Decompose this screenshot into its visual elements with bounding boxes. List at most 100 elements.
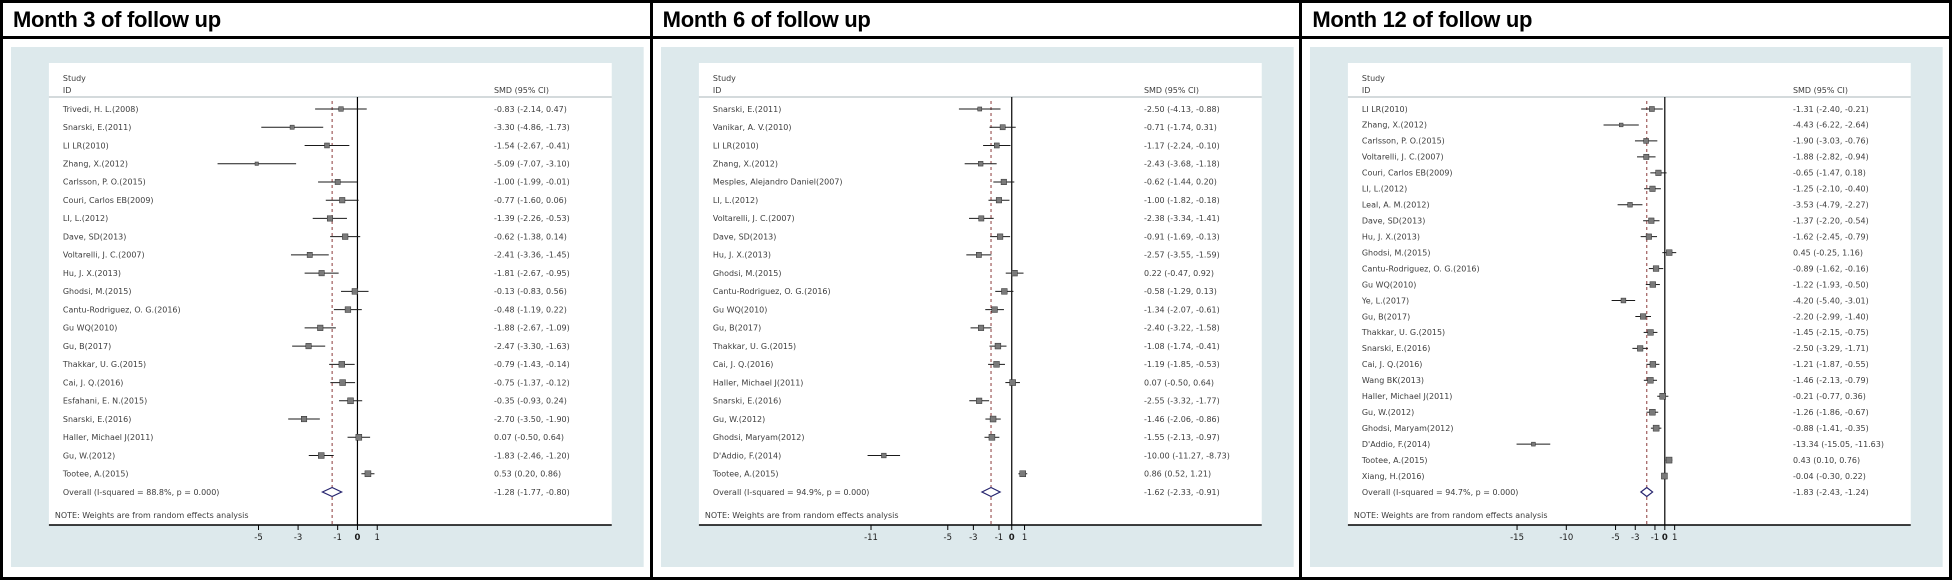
smd-value: -0.48 (-1.19, 0.22) <box>494 305 567 314</box>
x-axis-tick-label: -3 <box>969 533 977 543</box>
panel-plot-month-6: Study ID SMD (95% CI) Snarski, E.(2011) -2.5… <box>653 39 1300 577</box>
study-label: Vanikar, A. V.(2010) <box>713 123 792 132</box>
plot-card <box>698 63 1262 525</box>
column-header-study: Study <box>1362 74 1385 83</box>
smd-value: -0.13 (-0.83, 0.56) <box>494 287 567 296</box>
effect-marker <box>995 197 1002 204</box>
study-label: Dave, SD(2013) <box>713 232 776 241</box>
study-label: Snarski, E.(2016) <box>1362 344 1430 353</box>
x-axis-tick-label: -10 <box>1560 533 1574 543</box>
smd-value: -1.21 (-1.87, -0.55) <box>1793 360 1869 369</box>
study-label: Carlsson, P. O.(2015) <box>1362 137 1445 146</box>
smd-value: -2.55 (-3.32, -1.77) <box>1144 397 1220 406</box>
effect-marker <box>305 343 312 350</box>
plot-card <box>48 63 612 525</box>
overall-smd-value: -1.62 (-2.33, -0.91) <box>1144 488 1220 497</box>
study-label: Couri, Carlos EB(2009) <box>63 196 154 205</box>
study-label: Carlsson, P. O.(2015) <box>63 178 146 187</box>
effect-marker <box>975 397 982 404</box>
study-label: Cai, J. Q.(2016) <box>1362 360 1423 369</box>
study-label: Leal, A. M.(2012) <box>1362 201 1430 210</box>
smd-value: -1.00 (-1.82, -0.18) <box>1144 196 1220 205</box>
study-label: Ghodsi, M.(2015) <box>713 269 782 278</box>
study-label: Dave, SD(2013) <box>63 232 126 241</box>
note-text: NOTE: Weights are from random effects an… <box>55 511 249 520</box>
effect-marker <box>1649 106 1656 112</box>
effect-marker <box>989 415 996 423</box>
smd-value: -1.54 (-2.67, -0.41) <box>494 141 570 150</box>
study-label: Cantu-Rodriguez, O. G.(2016) <box>1362 264 1480 273</box>
study-label: Cai, J. Q.(2016) <box>63 378 124 387</box>
smd-value: -4.43 (-6.22, -2.64) <box>1793 121 1869 130</box>
x-axis-tick-label: -3 <box>1631 533 1639 543</box>
x-axis-tick-label: -1 <box>333 533 341 543</box>
study-label: Gu, W.(2012) <box>713 415 765 424</box>
smd-value: -1.46 (-2.06, -0.86) <box>1144 415 1220 424</box>
study-label: Couri, Carlos EB(2009) <box>1362 169 1453 178</box>
effect-marker <box>338 361 345 368</box>
x-axis-tick-label: 1 <box>1672 533 1677 543</box>
column-header-smd: SMD (95% CI) <box>494 86 549 95</box>
overall-label: Overall (I-squared = 94.7%, p = 0.000) <box>1362 488 1519 497</box>
smd-value: -0.77 (-1.60, 0.06) <box>494 196 567 205</box>
study-label: Thakkar, U. G.(2015) <box>62 360 146 369</box>
study-label: Hu, J. X.(2013) <box>63 269 121 278</box>
effect-marker <box>334 179 341 185</box>
study-label: Zhang, X.(2012) <box>63 160 128 169</box>
effect-marker <box>1640 313 1647 320</box>
column-header-study: Study <box>63 74 86 83</box>
panel-title-month-12: Month 12 of follow up <box>1302 3 1950 39</box>
panel-title-month-6: Month 6 of follow up <box>652 3 1300 39</box>
smd-value: -2.38 (-3.34, -1.41) <box>1144 214 1220 223</box>
study-label: Voltarelli, J. C.(2007) <box>63 251 145 260</box>
effect-marker <box>1619 122 1624 128</box>
smd-value: 0.07 (-0.50, 0.64) <box>1144 378 1214 387</box>
x-axis-tick-label: 0 <box>1662 533 1668 543</box>
effect-marker <box>317 324 324 331</box>
x-axis-tick-label: -1 <box>994 533 1002 543</box>
smd-value: -1.17 (-2.24, -0.10) <box>1144 141 1220 150</box>
smd-value: -0.71 (-1.74, 0.31) <box>1144 123 1217 132</box>
smd-value: -1.34 (-2.07, -0.61) <box>1144 305 1220 314</box>
study-label: LI LR(2010) <box>713 141 759 150</box>
x-axis-tick-label: -1 <box>1651 533 1659 543</box>
study-label: Gu, W.(2012) <box>63 451 115 460</box>
effect-marker <box>344 306 352 313</box>
smd-value: -1.90 (-3.03, -0.76) <box>1793 137 1869 146</box>
effect-marker <box>1531 441 1536 447</box>
effect-marker <box>1009 379 1016 386</box>
effect-marker <box>1000 288 1008 295</box>
smd-value: -2.40 (-3.22, -1.58) <box>1144 324 1220 333</box>
overall-smd-value: -1.28 (-1.77, -0.80) <box>494 488 570 497</box>
x-axis-tick-label: -3 <box>294 533 302 543</box>
study-label: Haller, Michael J(2011) <box>713 378 804 387</box>
effect-marker <box>1647 329 1654 336</box>
effect-marker <box>977 161 983 167</box>
smd-value: -10.00 (-11.27, -8.73) <box>1144 451 1230 460</box>
study-label: Haller, Michael J(2011) <box>63 433 154 442</box>
column-header-id: ID <box>713 86 722 95</box>
note-text: NOTE: Weights are from random effects an… <box>1354 511 1548 520</box>
effect-marker <box>351 288 358 295</box>
effect-marker <box>1653 265 1660 272</box>
effect-marker <box>254 161 259 166</box>
smd-value: -1.37 (-2.20, -0.54) <box>1793 217 1869 226</box>
forest-plot-svg-month-12: Study ID SMD (95% CI) LI LR(2010) -1.31 (-2.… <box>1310 47 1944 567</box>
smd-value: -0.21 (-0.77, 0.36) <box>1793 392 1866 401</box>
study-label: Tootee, A.(2015) <box>62 470 129 479</box>
study-label: D'Addio, F.(2014) <box>713 451 781 460</box>
forest-plot-svg-month-3: Study ID SMD (95% CI) Trivedi, H. L.(2008) -… <box>10 47 644 567</box>
study-label: LI, L.(2012) <box>1362 185 1407 194</box>
smd-value: -0.04 (-0.30, 0.22) <box>1793 472 1866 481</box>
smd-value: -1.88 (-2.82, -0.94) <box>1793 153 1869 162</box>
panel-title-month-3: Month 3 of follow up <box>3 3 650 39</box>
smd-value: -1.22 (-1.93, -0.50) <box>1793 280 1869 289</box>
study-label: Voltarelli, J. C.(2007) <box>713 214 795 223</box>
smd-value: -3.53 (-4.79, -2.27) <box>1793 201 1869 210</box>
column-header-id: ID <box>63 86 72 95</box>
smd-value: -2.43 (-3.68, -1.18) <box>1144 160 1220 169</box>
plot-card <box>1348 63 1912 525</box>
study-label: Gu WQ(2010) <box>1362 280 1416 289</box>
smd-value: -1.19 (-1.85, -0.53) <box>1144 360 1220 369</box>
effect-marker <box>977 106 982 112</box>
